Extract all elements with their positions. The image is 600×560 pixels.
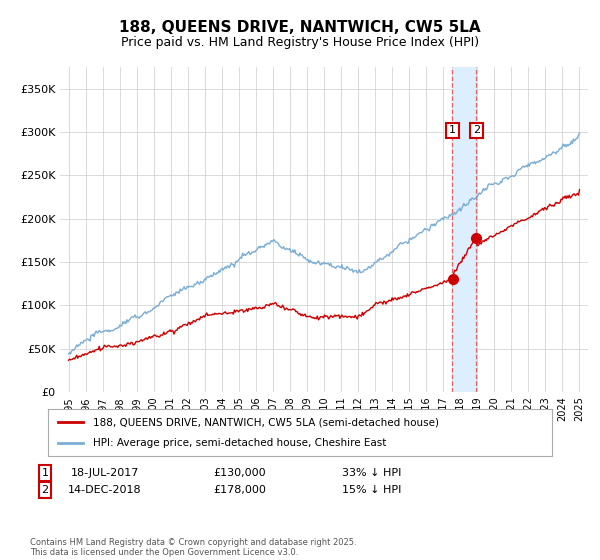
Text: 15% ↓ HPI: 15% ↓ HPI bbox=[343, 485, 401, 495]
Text: 1: 1 bbox=[41, 468, 49, 478]
Text: £130,000: £130,000 bbox=[214, 468, 266, 478]
Text: 1: 1 bbox=[449, 125, 456, 136]
Text: 188, QUEENS DRIVE, NANTWICH, CW5 5LA (semi-detached house): 188, QUEENS DRIVE, NANTWICH, CW5 5LA (se… bbox=[94, 417, 439, 427]
Text: 14-DEC-2018: 14-DEC-2018 bbox=[68, 485, 142, 495]
Text: 2: 2 bbox=[41, 485, 49, 495]
Text: Price paid vs. HM Land Registry's House Price Index (HPI): Price paid vs. HM Land Registry's House … bbox=[121, 36, 479, 49]
Bar bbox=[452, 67, 476, 392]
Text: 2: 2 bbox=[473, 125, 480, 136]
Text: 188, QUEENS DRIVE, NANTWICH, CW5 5LA: 188, QUEENS DRIVE, NANTWICH, CW5 5LA bbox=[119, 20, 481, 35]
Text: Contains HM Land Registry data © Crown copyright and database right 2025.
This d: Contains HM Land Registry data © Crown c… bbox=[30, 538, 356, 557]
Text: 18-JUL-2017: 18-JUL-2017 bbox=[71, 468, 139, 478]
Text: 33% ↓ HPI: 33% ↓ HPI bbox=[343, 468, 401, 478]
Text: HPI: Average price, semi-detached house, Cheshire East: HPI: Average price, semi-detached house,… bbox=[94, 438, 387, 448]
Text: £178,000: £178,000 bbox=[214, 485, 266, 495]
